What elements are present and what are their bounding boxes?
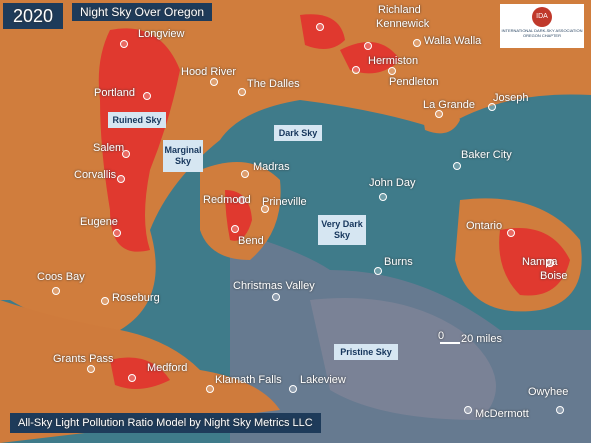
city-dot <box>316 23 324 31</box>
city-dot <box>388 67 396 75</box>
city-dot <box>488 103 496 111</box>
city-label: Ontario <box>466 220 503 232</box>
city-label: La Grande <box>423 99 475 111</box>
city-dot <box>546 259 554 267</box>
title: Night Sky Over Oregon <box>72 3 213 21</box>
logo-mark: IDA <box>532 7 552 27</box>
city-dot <box>113 229 121 237</box>
zone-label: Ruined Sky <box>108 112 166 128</box>
city-label: Pendleton <box>389 76 439 88</box>
city-dot <box>435 110 443 118</box>
city-label: Christmas Valley <box>233 280 315 292</box>
zone-label: Dark Sky <box>274 125 322 141</box>
city-dot <box>128 374 136 382</box>
logo-name: INTERNATIONAL DARK-SKY ASSOCIATION <box>501 28 583 33</box>
logo-chapter: OREGON CHAPTER <box>522 33 561 38</box>
city-label: Klamath Falls <box>215 374 282 386</box>
city-label: Roseburg <box>112 292 160 304</box>
city-dot <box>122 150 130 158</box>
city-label: Salem <box>93 142 125 154</box>
city-label: Grants Pass <box>53 353 114 365</box>
city-dot <box>272 293 280 301</box>
city-dot <box>289 385 297 393</box>
city-label: Eugene <box>80 216 118 228</box>
city-label: Prineville <box>262 196 307 208</box>
city-label: Kennewick <box>376 18 430 30</box>
scale-start: 0 <box>438 330 445 342</box>
city-label: Boise <box>540 270 568 282</box>
city-dot <box>364 42 372 50</box>
city-dot <box>87 365 95 373</box>
city-dot <box>143 92 151 100</box>
zone-label: Marginal Sky <box>163 140 203 172</box>
city-label: Medford <box>147 362 188 374</box>
city-dot <box>206 385 214 393</box>
city-label: McDermott <box>475 408 529 420</box>
city-dot <box>507 229 515 237</box>
city-label: Lakeview <box>300 374 346 386</box>
year: 2020 <box>3 3 63 29</box>
city-dot <box>413 39 421 47</box>
city-label: Walla Walla <box>424 35 482 47</box>
city-label: Bend <box>238 235 264 247</box>
scale-end: 20 miles <box>461 333 502 345</box>
city-label: Corvallis <box>74 169 117 181</box>
city-label: Owyhee <box>528 386 569 398</box>
city-dot <box>352 66 360 74</box>
city-label: Joseph <box>493 92 529 104</box>
city-dot <box>117 175 125 183</box>
city-dot <box>241 170 249 178</box>
city-label: Baker City <box>461 149 512 161</box>
city-dot <box>120 40 128 48</box>
zone-label: Very Dark Sky <box>318 215 366 245</box>
city-label: John Day <box>369 177 416 189</box>
city-label: Redmond <box>203 194 251 206</box>
city-dot <box>231 225 239 233</box>
city-label: Richland <box>378 4 421 16</box>
city-dot <box>374 267 382 275</box>
city-dot <box>464 406 472 414</box>
logo: IDA INTERNATIONAL DARK-SKY ASSOCIATION O… <box>500 4 584 48</box>
city-label: Hermiston <box>368 55 419 67</box>
city-label: Madras <box>253 161 290 173</box>
city-dot <box>101 297 109 305</box>
city-label: Longview <box>138 28 185 40</box>
city-label: Portland <box>94 87 135 99</box>
city-dot <box>238 88 246 96</box>
zone-label: Pristine Sky <box>334 344 398 360</box>
city-dot <box>210 78 218 86</box>
city-label: Hood River <box>181 66 237 78</box>
city-dot <box>261 205 269 213</box>
city-label: Burns <box>384 256 413 268</box>
city-dot <box>52 287 60 295</box>
city-label: The Dalles <box>247 78 300 90</box>
city-dot <box>453 162 461 170</box>
city-dot <box>556 406 564 414</box>
city-dot <box>379 193 387 201</box>
footer: All-Sky Light Pollution Ratio Model by N… <box>10 413 321 433</box>
city-label: Coos Bay <box>37 271 85 283</box>
city-dot <box>238 196 246 204</box>
